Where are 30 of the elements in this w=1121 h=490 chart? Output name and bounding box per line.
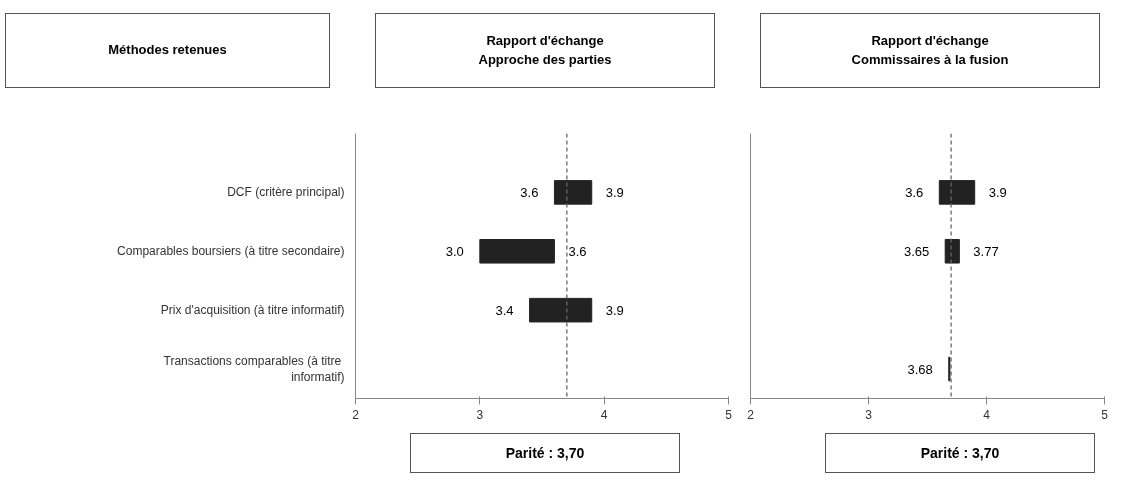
x-tick-label: 5 [725, 407, 733, 422]
y-tick-label: DCF (critère principal) [227, 185, 345, 200]
x-tick-label: 4 [983, 407, 991, 422]
text: Parité : 3,70 [505, 444, 585, 463]
x-tick-label: 2 [747, 407, 755, 422]
y-axis-title: Méthodes retenues [108, 41, 227, 60]
annotation: 3.9 [605, 184, 624, 200]
y-tick-label: Prix d'acquisition (à titre informatif) [160, 303, 345, 318]
x-tick-label: 5 [1101, 407, 1109, 422]
annotation: 3.77 [973, 243, 999, 259]
x-tick-label: 3 [476, 407, 484, 422]
annotation: 3.4 [495, 302, 514, 318]
annotation: 3.9 [988, 184, 1007, 200]
bar [944, 239, 960, 264]
x-tick-label: 4 [600, 407, 608, 422]
annotation: 3.9 [605, 302, 624, 318]
chart-title: Rapport d'échange Commissaires à la fusion [851, 31, 1009, 69]
annotation: 3.6 [520, 184, 539, 200]
annotation: 3.65 [903, 243, 930, 259]
text: Parité : 3,70 [920, 444, 1000, 463]
x-tick-label: 2 [352, 407, 360, 422]
x-tick-label: 3 [865, 407, 873, 422]
bar [938, 180, 976, 205]
y-tick-label: Comparables boursiers (à titre secondaire) [117, 244, 345, 259]
annotation: 3.6 [905, 184, 924, 200]
annotation: 3.0 [445, 243, 464, 259]
chart-title: Rapport d'échange Approche des parties [478, 31, 612, 69]
y-tick-label: Transactions comparables (à titre informatif) [163, 353, 345, 385]
annotation: 3.6 [568, 243, 587, 259]
annotation: 3.68 [907, 361, 933, 377]
